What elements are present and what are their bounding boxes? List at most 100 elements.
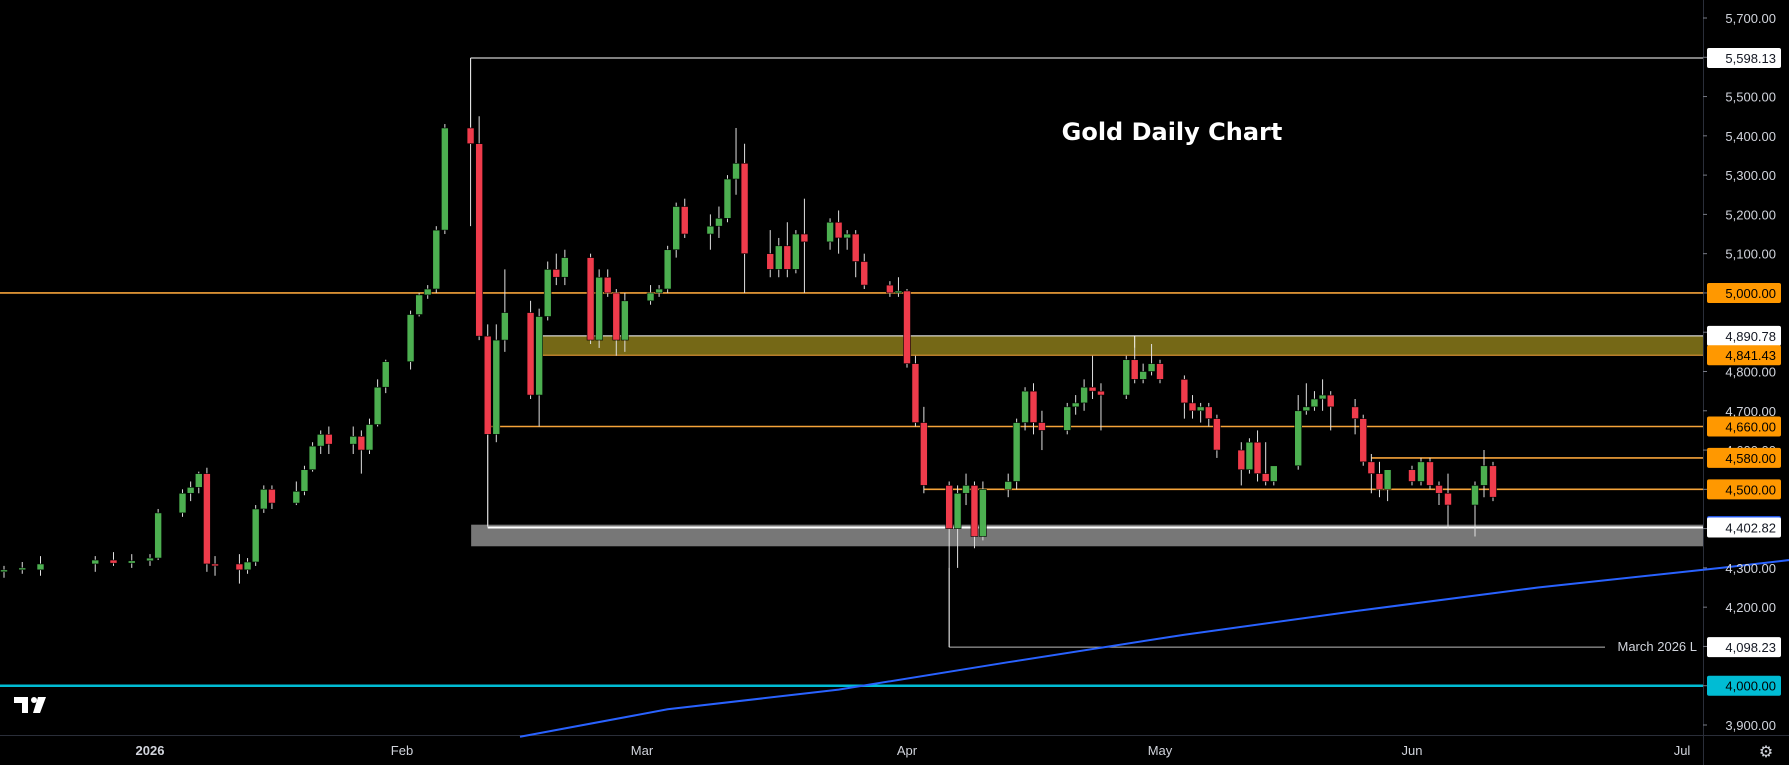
candle-2026-05-06 (1196, 402, 1205, 423)
tradingview-logo[interactable] (14, 696, 52, 719)
candle-body-down (466, 127, 475, 144)
candle-body-down (860, 261, 869, 286)
candle-2026-01-27 (357, 430, 366, 474)
candle-body-up (1417, 461, 1425, 482)
candle-2026-03-25 (843, 230, 851, 250)
moving-average-layer (519, 559, 1789, 738)
candle-body-up (1471, 485, 1479, 506)
candle-2026-05-19 (1302, 383, 1311, 415)
candle-body-down (475, 143, 483, 337)
candle-body-down (1130, 359, 1139, 380)
candle-body-up (373, 386, 382, 425)
candle-body-down (1188, 402, 1197, 412)
candle-2026-01-30 (381, 359, 390, 394)
candle-2026-03-20 (800, 198, 809, 293)
candle-2026-01-29 (373, 379, 382, 427)
candle-body-up (1383, 469, 1392, 490)
moving-average-line (519, 559, 1789, 738)
candle-body-down (800, 233, 809, 243)
price-tag-label: 4,660.00 (1725, 419, 1776, 434)
candle-2026-04-10 (979, 481, 987, 541)
candle-2026-06-01 (1408, 465, 1416, 486)
candle-2026-01-09 (211, 556, 219, 576)
candle-2026-01-12 (235, 554, 244, 584)
candle-2026-04-22 (1080, 379, 1088, 411)
candle-body-up (1012, 422, 1021, 482)
price-tag-bg (1707, 325, 1781, 346)
candle-body-up (979, 489, 987, 537)
settings-icon[interactable]: ⚙ (1758, 742, 1774, 761)
price-axis[interactable]: 3,900.004,000.004,100.004,200.004,300.00… (1703, 11, 1781, 733)
candle-body-down (766, 253, 775, 270)
candle-body-down (1253, 441, 1262, 474)
price-tag-5,598.13[interactable]: 5,598.13 (1707, 48, 1781, 69)
candle-body-down (945, 485, 953, 529)
candle-body-up (1021, 390, 1029, 423)
price-tag-4,098.23[interactable]: 4,098.23 (1707, 637, 1781, 658)
price-tag-4,660.00[interactable]: 4,660.00 (1707, 416, 1781, 437)
candle-body-up (0, 569, 8, 573)
x-tick-label: Jul (1674, 743, 1691, 758)
candle-2026-04-21 (1071, 395, 1080, 415)
price-tag-4,402.82[interactable]: 4,402.82 (1707, 517, 1781, 538)
candle-2026-05-12 (1245, 438, 1254, 474)
candle-2026-03-02 (646, 285, 655, 305)
price-tag-bg (1707, 517, 1781, 538)
candle-2026-05-21 (1318, 379, 1327, 411)
candle-body-down (586, 257, 595, 341)
candle-body-up (154, 512, 162, 559)
price-tag-label: 4,580.00 (1725, 451, 1776, 466)
candle-2025-12-25 (18, 561, 27, 574)
candle-body-down (851, 233, 860, 262)
candle-body-up (36, 563, 45, 571)
candle-body-up (1139, 371, 1147, 380)
price-tag-4,580.00[interactable]: 4,580.00 (1707, 447, 1781, 468)
price-tag-4,841.43[interactable]: 4,841.43 (1707, 345, 1781, 366)
x-tick-label: Jun (1402, 743, 1423, 758)
candle-2026-05-07 (1204, 402, 1213, 427)
price-tag-5,000.00[interactable]: 5,000.00 (1707, 282, 1781, 303)
candle-2026-01-15 (260, 485, 268, 513)
time-axis[interactable]: 2026 Feb Mar Apr May Jun Jul (136, 743, 1691, 758)
y-tick-label: 3,900.00 (1725, 718, 1776, 733)
candle-body-down (483, 335, 492, 435)
candle-body-up (672, 206, 680, 251)
candle-body-up (423, 288, 432, 296)
candles-layer (0, 58, 1497, 648)
candle-body-up (962, 485, 970, 494)
price-tag-bg (1707, 345, 1781, 366)
price-tag-4,890.78[interactable]: 4,890.78 (1707, 325, 1781, 346)
price-tag-label: 5,598.13 (1725, 51, 1776, 66)
candle-body-up (1080, 386, 1088, 404)
price-tag-4,000.00[interactable]: 4,000.00 (1707, 675, 1781, 696)
candle-2026-02-20 (561, 249, 569, 286)
candle-2026-04-09 (970, 481, 979, 549)
candle-body-up (146, 557, 154, 562)
candle-body-up (300, 469, 309, 492)
price-tag-4,500.00[interactable]: 4,500.00 (1707, 479, 1781, 500)
price-tag-label: 4,098.23 (1725, 640, 1776, 655)
candle-body-up (663, 249, 672, 290)
candle-body-down (783, 245, 792, 270)
candle-body-down (1261, 473, 1270, 482)
candle-body-up (492, 339, 501, 435)
candle-body-down (1489, 465, 1497, 498)
price-tag-bg (1707, 282, 1781, 303)
candle-2026-03-11 (723, 175, 732, 223)
y-tick-label: 4,700.00 (1725, 404, 1776, 419)
candle-body-down (680, 206, 689, 235)
candle-body-down (357, 436, 366, 451)
x-tick-label: Mar (631, 743, 654, 758)
candle-2026-01-20 (300, 465, 309, 496)
candle-2026-04-03 (920, 406, 928, 494)
candle-2026-04-13 (1004, 473, 1013, 498)
candle-body-up (243, 561, 252, 571)
candle-2026-01-08 (203, 467, 211, 572)
candle-body-up (953, 492, 962, 529)
candle-body-up (723, 178, 732, 219)
candle-body-up (1318, 394, 1327, 400)
candle-2026-03-26 (851, 230, 860, 278)
candle-body-up (1063, 406, 1072, 431)
candle-2026-03-05 (672, 202, 680, 258)
